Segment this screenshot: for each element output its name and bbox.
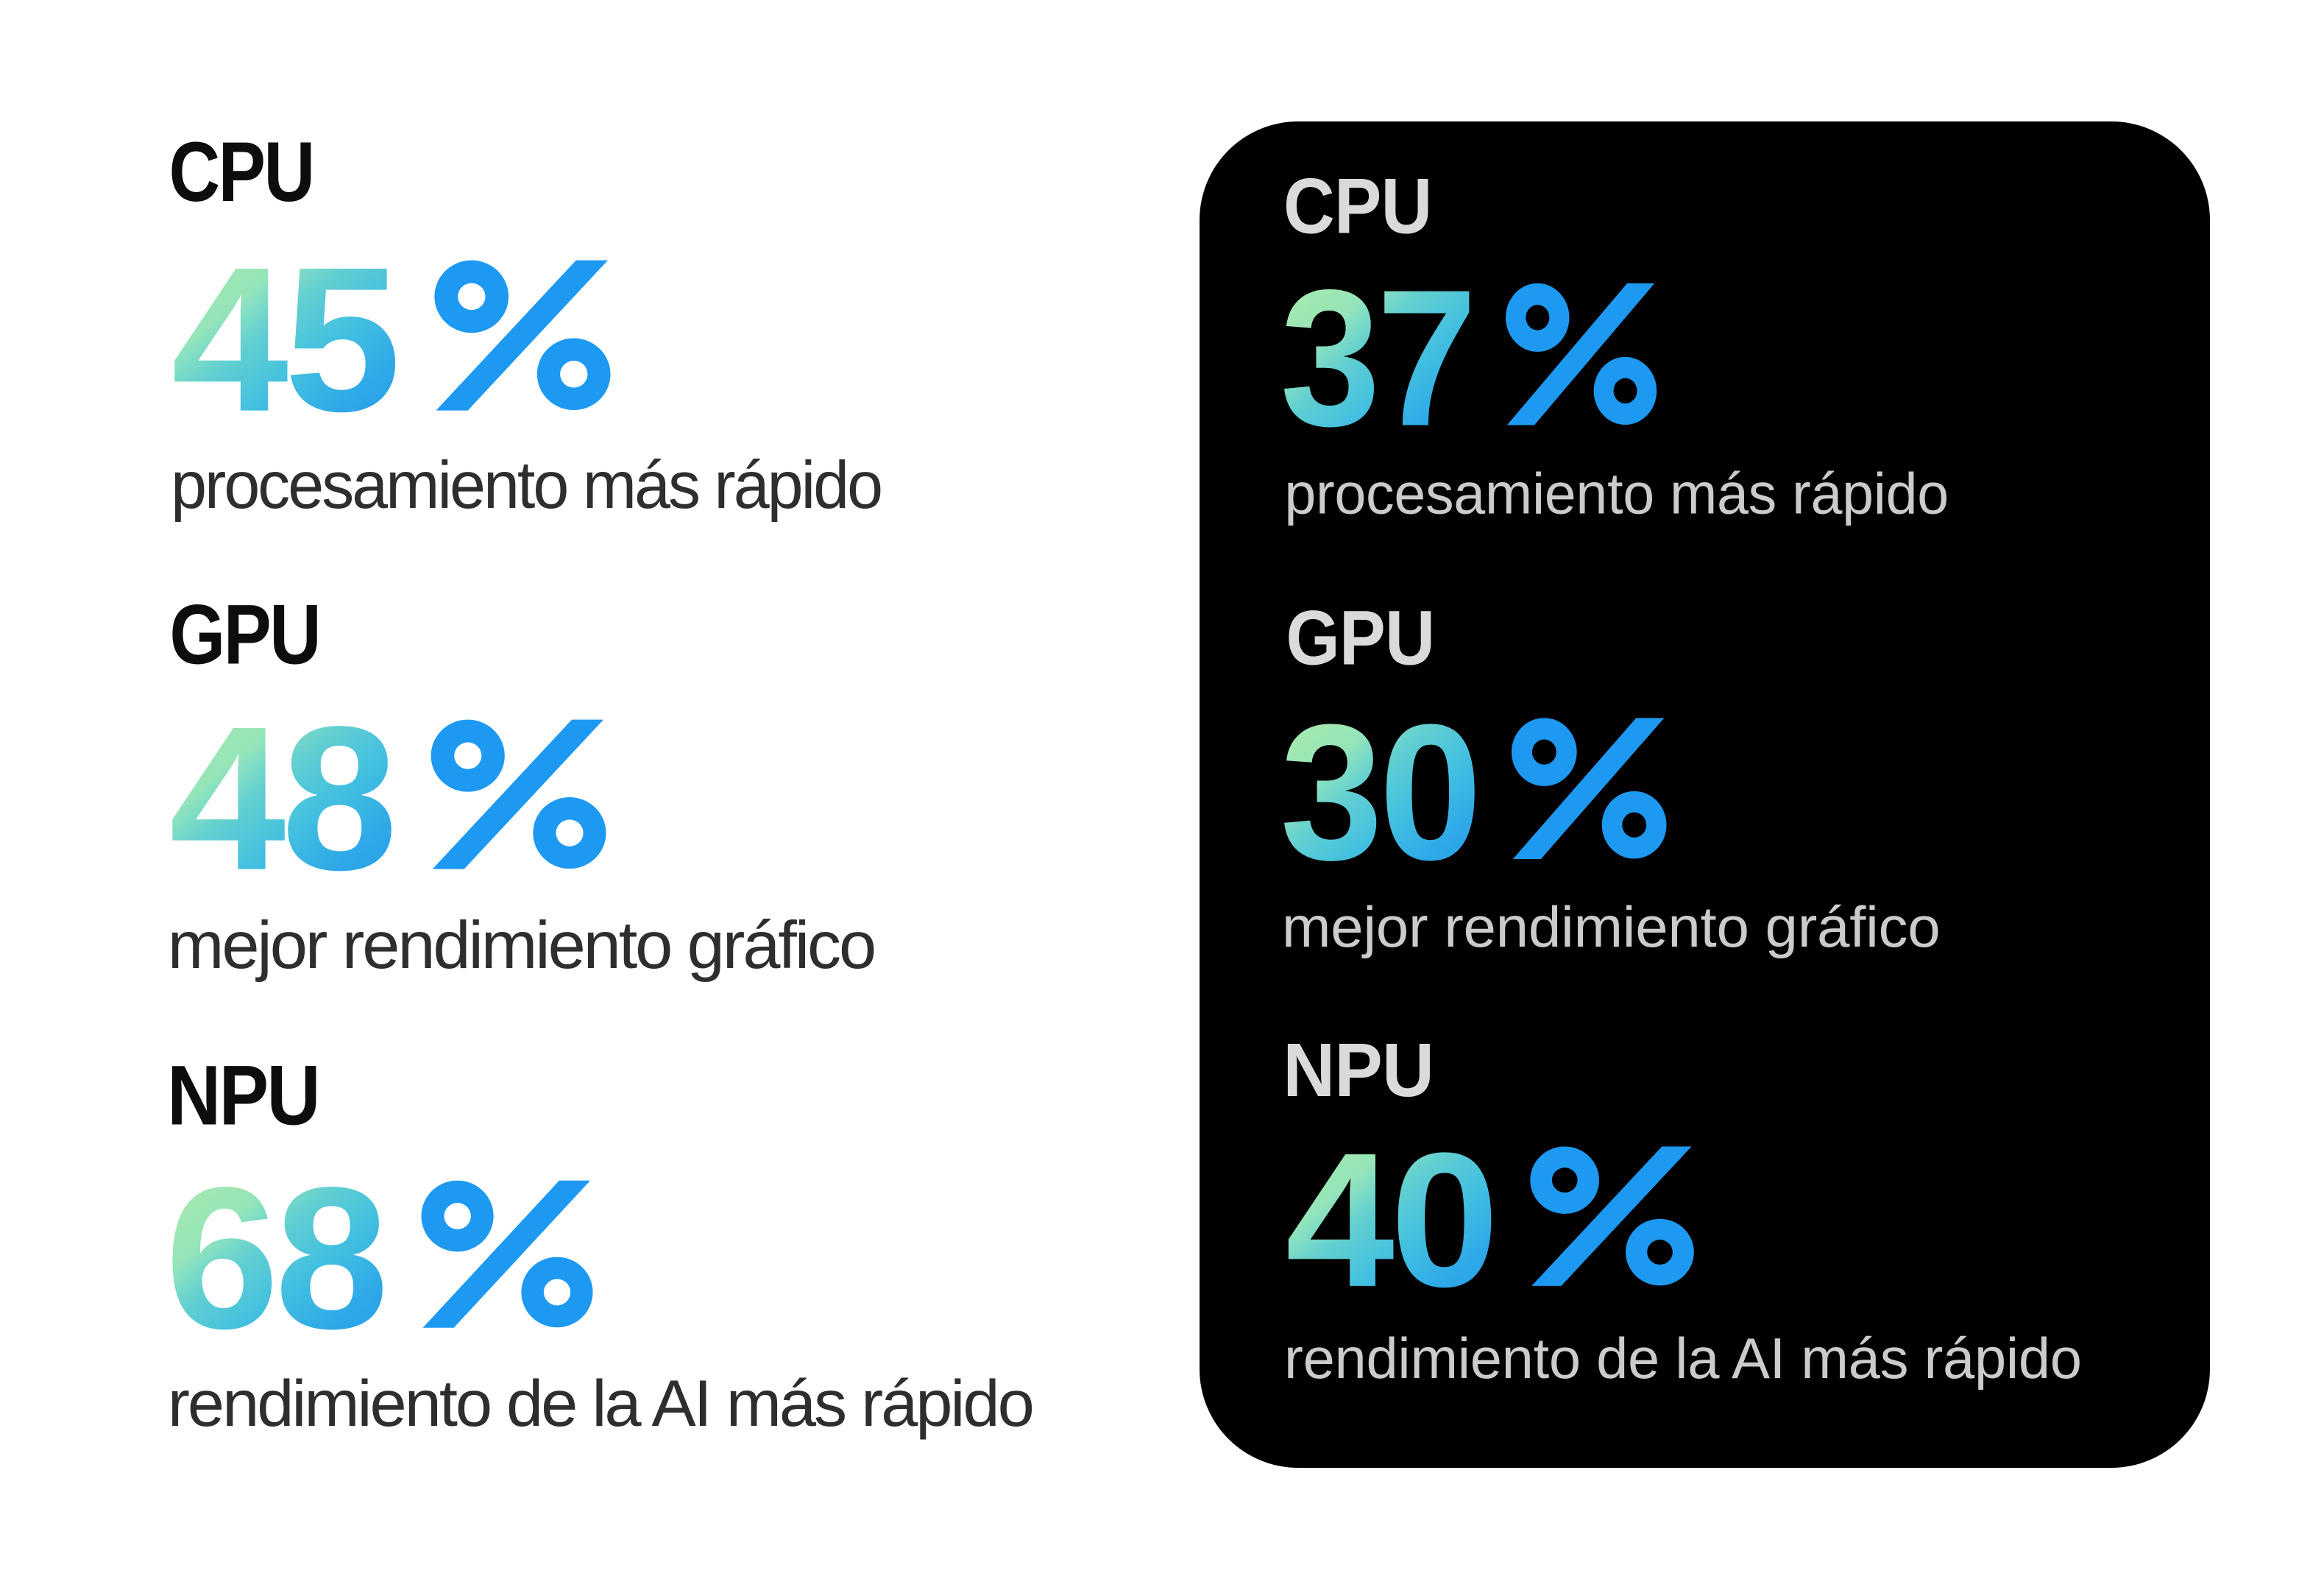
svg-text:68: 68	[165, 1164, 384, 1370]
svg-text:30: 30	[1280, 702, 1478, 900]
svg-text:48: 48	[169, 703, 393, 912]
svg-text:40: 40	[1286, 1131, 1495, 1326]
svg-text:45: 45	[171, 244, 397, 454]
svg-text:37: 37	[1280, 267, 1473, 466]
